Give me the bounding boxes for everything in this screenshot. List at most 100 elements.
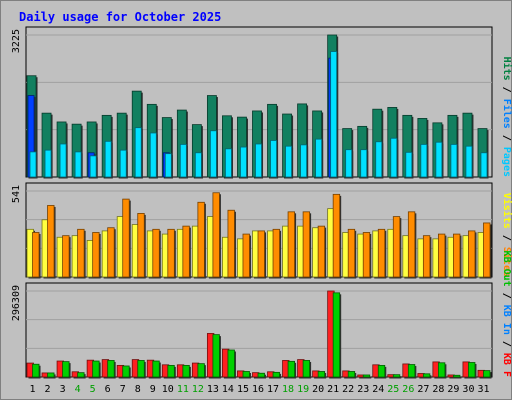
bar-pages <box>194 152 202 178</box>
legend-entry: Hits <box>501 57 512 81</box>
bar-pages <box>345 149 353 178</box>
bar-sites <box>422 235 431 278</box>
x-tick-label: 5 <box>90 384 96 395</box>
bar-sites <box>137 213 145 278</box>
bar-pages <box>44 149 52 178</box>
bar-pages <box>119 149 127 178</box>
bar-sites <box>468 230 476 278</box>
bar-sites <box>197 201 205 278</box>
bar-pages <box>149 132 157 178</box>
bar-pages <box>179 144 187 178</box>
bar-sites <box>32 232 40 278</box>
bar-pages <box>164 153 172 178</box>
legend-separator: / <box>501 287 512 305</box>
x-tick-label: 6 <box>105 384 111 395</box>
axis-max-label: 296309 <box>11 285 22 321</box>
bar-pages <box>74 151 82 178</box>
bar-kb-out <box>137 360 145 378</box>
bar-kb-out <box>122 365 130 378</box>
bar-sites <box>287 211 295 278</box>
x-tick-label: 11 <box>177 384 189 395</box>
bar-sites <box>212 192 220 278</box>
x-tick-label: 18 <box>282 384 294 395</box>
bar-pages <box>209 130 217 178</box>
x-tick-label: 25 <box>387 384 399 395</box>
legend-entry: Pages <box>501 147 512 177</box>
bar-sites <box>377 228 386 278</box>
bar-kb-out <box>347 371 356 378</box>
x-tick-label: 20 <box>312 384 324 395</box>
x-tick-label: 7 <box>120 384 126 395</box>
bar-sites <box>77 228 85 278</box>
bar-sites <box>62 235 70 278</box>
x-tick-label: 29 <box>447 384 459 395</box>
legend-entry: KB Out <box>501 251 512 287</box>
legend-separator: / <box>501 129 512 147</box>
bar-kb-out <box>287 360 295 378</box>
x-tick-label: 28 <box>432 384 444 395</box>
bar-pages <box>375 141 383 178</box>
bar-kb-out <box>407 364 416 378</box>
x-tick-label: 10 <box>162 384 174 395</box>
bar-kb-out <box>182 364 190 378</box>
bar-kb-out <box>47 372 55 378</box>
panel-hits: 3225 Hits / Files / Pages <box>11 26 512 179</box>
bar-sites <box>437 233 446 278</box>
x-tick-label: 15 <box>237 384 249 395</box>
bar-kb-out-shadow <box>454 376 462 379</box>
x-tick-label: 3 <box>60 384 66 395</box>
x-tick-label: 12 <box>192 384 204 395</box>
bar-kb-out <box>242 371 250 378</box>
bar-pages <box>330 51 338 178</box>
bar-kb-f-shadow <box>359 376 366 379</box>
axis-max-label: 3225 <box>11 29 22 53</box>
bar-pages <box>89 155 97 178</box>
legend-separator: / <box>501 335 512 353</box>
bar-sites <box>107 227 115 278</box>
legend-entry: Visits <box>501 193 512 229</box>
x-tick-label: 22 <box>342 384 354 395</box>
bar-kb-out <box>152 360 160 378</box>
bar-kb-out <box>453 374 461 378</box>
bar-pages <box>29 151 37 178</box>
axis-max-label: 541 <box>11 185 22 203</box>
panel-legend: Visits / Sites <box>501 193 512 277</box>
x-tick-label: 8 <box>135 384 141 395</box>
bar-kb-out <box>362 374 371 378</box>
bar-pages <box>450 144 458 178</box>
bar-sites <box>317 225 326 278</box>
bar-pages <box>225 148 232 178</box>
x-tick-label: 2 <box>45 384 51 395</box>
bar-kb-out <box>197 363 205 378</box>
bar-sites <box>272 228 280 278</box>
bar-sites <box>453 233 461 278</box>
x-tick-label: 30 <box>462 384 474 395</box>
bar-kb-out <box>483 370 491 378</box>
legend-entry: Files <box>501 99 512 129</box>
bar-pages <box>360 149 368 178</box>
bar-pages <box>240 146 247 178</box>
x-tick-label: 16 <box>252 384 264 395</box>
bar-pages <box>255 143 262 178</box>
bar-kb-out <box>212 334 220 378</box>
legend-entry: Sites <box>501 247 512 277</box>
legend-separator: / <box>501 81 512 99</box>
bar-sites <box>122 198 130 278</box>
bar-sites <box>47 205 55 278</box>
legend-entry: KB F <box>501 353 512 377</box>
panel-legend: KB Out / KB In / KB F <box>501 251 512 377</box>
bar-pages <box>390 137 398 178</box>
panel-kbytes: 296309 KB Out / KB In / KB F <box>11 251 512 379</box>
bar-kb-out <box>317 371 326 378</box>
bar-sites <box>347 228 356 278</box>
x-tick-label: 24 <box>372 384 384 395</box>
bar-sites <box>362 232 371 278</box>
x-tick-label: 1 <box>30 384 36 395</box>
bar-pages <box>134 127 142 178</box>
bar-pages <box>285 145 292 178</box>
bar-sites <box>257 230 265 278</box>
bar-kb-out <box>332 292 341 378</box>
x-tick-label: 23 <box>357 384 369 395</box>
